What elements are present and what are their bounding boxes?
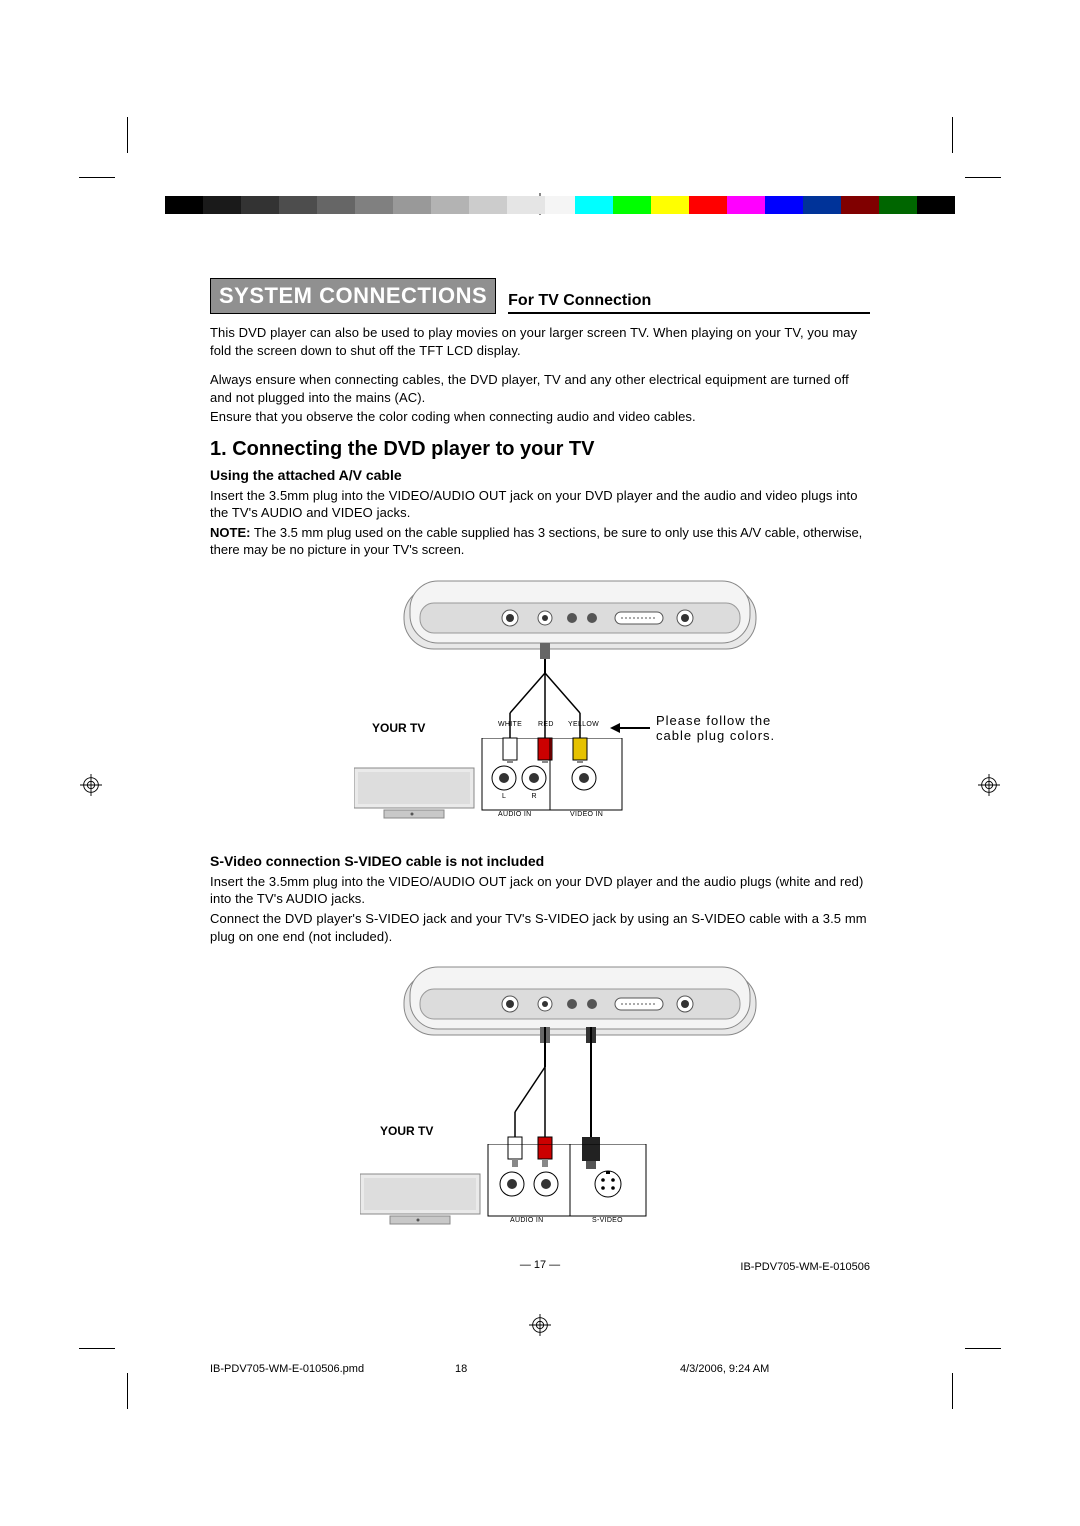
tv-cutaway-icon: AUDIO IN S-VIDEO (360, 1144, 650, 1244)
diagram-av-connection: WHITE RED YELLOW Please follow the cable… (280, 573, 800, 833)
your-tv-label: YOUR TV (372, 721, 425, 735)
svg-text:L: L (502, 793, 506, 800)
note-body: The 3.5 mm plug used on the cable suppli… (210, 525, 862, 558)
plug-label-yellow: YELLOW (568, 721, 599, 728)
heading-connecting: 1. Connecting the DVD player to your TV (210, 438, 870, 461)
audio-in-label: AUDIO IN (510, 1217, 544, 1224)
plug-label-white: WHITE (498, 721, 522, 728)
svg-text:R: R (531, 793, 536, 800)
registration-mark (978, 774, 1000, 796)
section-banner: SYSTEM CONNECTIONS (210, 278, 496, 314)
av-cable-text: Insert the 3.5mm plug into the VIDEO/AUD… (210, 487, 870, 522)
intro-paragraph: This DVD player can also be used to play… (210, 324, 870, 359)
footer-filename: IB-PDV705-WM-E-010506.pmd (210, 1363, 364, 1375)
section-header: SYSTEM CONNECTIONS For TV Connection (210, 278, 870, 314)
grayscale-calibration-bar (165, 196, 583, 214)
subheading-av-cable: Using the attached A/V cable (210, 467, 870, 483)
footer-timestamp: 4/3/2006, 9:24 AM (680, 1363, 769, 1375)
svideo-text: Connect the DVD player's S-VIDEO jack an… (210, 910, 870, 945)
note-label: NOTE: (210, 525, 250, 540)
section-subtitle: For TV Connection (508, 292, 870, 314)
svideo-label: S-VIDEO (592, 1217, 623, 1224)
page-content: SYSTEM CONNECTIONS For TV Connection Thi… (210, 278, 870, 1271)
diagram-svideo-connection: YOUR TV AUDIO IN S-VIDEO (280, 959, 800, 1239)
cable-caption: Please follow the cable plug colors. (656, 713, 796, 743)
registration-mark (80, 774, 102, 796)
video-in-label: VIDEO IN (570, 811, 603, 818)
arrow-icon (610, 721, 650, 735)
tv-cutaway-icon: L R AUDIO IN VIDEO IN (354, 738, 624, 838)
note-text: NOTE: The 3.5 mm plug used on the cable … (210, 524, 870, 559)
plug-label-red: RED (538, 721, 554, 728)
intro-paragraph: Always ensure when connecting cables, th… (210, 371, 870, 406)
registration-mark (529, 1314, 551, 1336)
intro-paragraph: Ensure that you observe the color coding… (210, 408, 870, 426)
svideo-text: Insert the 3.5mm plug into the VIDEO/AUD… (210, 873, 870, 908)
footer-page: 18 (455, 1363, 467, 1375)
your-tv-label: YOUR TV (380, 1124, 433, 1138)
color-calibration-bar (575, 196, 955, 214)
audio-in-label: AUDIO IN (498, 811, 532, 818)
subheading-svideo: S-Video connection S-VIDEO cable is not … (210, 853, 870, 869)
document-code: IB-PDV705-WM-E-010506 (740, 1261, 870, 1273)
